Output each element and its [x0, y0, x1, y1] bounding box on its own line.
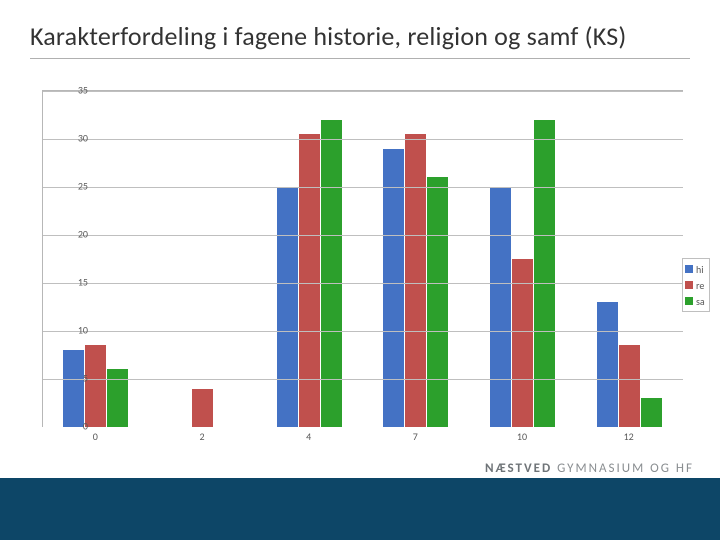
footer-logo-strong: NÆSTVED [485, 461, 552, 476]
bar-sa [427, 177, 448, 427]
y-tick-label: 0 [64, 420, 88, 433]
x-tick-label: 12 [624, 430, 634, 443]
x-tick-label: 7 [413, 430, 418, 443]
footer-logo: NÆSTVED GYMNASIUM OG HF [485, 461, 694, 476]
bar-hi [490, 187, 511, 427]
chart-x-axis: 0 2 4 7 10 12 [42, 426, 682, 450]
grid-line [43, 331, 683, 332]
chart-plot-area [42, 90, 683, 427]
chart-legend: hi re sa [682, 258, 710, 312]
legend-label: hi [696, 263, 704, 276]
grid-line [43, 91, 683, 92]
legend-item-hi: hi [685, 261, 709, 277]
bar-hi [277, 187, 298, 427]
legend-label: sa [696, 295, 705, 308]
bar-sa [534, 120, 555, 427]
grid-line [43, 235, 683, 236]
y-tick-label: 35 [64, 84, 88, 97]
bar-hi [63, 350, 84, 427]
legend-swatch [685, 265, 693, 273]
footer-bar [0, 478, 720, 540]
bar-re [192, 389, 213, 427]
grid-line [43, 283, 683, 284]
grid-line [43, 187, 683, 188]
grid-line [43, 139, 683, 140]
footer-logo-rest: GYMNASIUM OG HF [552, 461, 694, 476]
grid-line [43, 379, 683, 380]
y-tick-label: 25 [64, 180, 88, 193]
bar-re [619, 345, 640, 427]
bar-hi [383, 149, 404, 427]
grade-distribution-chart: 02471012 hiresa 05101520253035 [14, 90, 706, 450]
y-tick-label: 15 [64, 276, 88, 289]
x-tick-label: 0 [93, 430, 98, 443]
y-tick-label: 5 [64, 372, 88, 385]
legend-swatch [685, 281, 693, 289]
x-tick-label: 4 [306, 430, 311, 443]
bar-re [85, 345, 106, 427]
legend-item-sa: sa [685, 293, 709, 309]
y-tick-label: 30 [64, 132, 88, 145]
legend-label: re [696, 279, 704, 292]
y-tick-label: 20 [64, 228, 88, 241]
bar-sa [321, 120, 342, 427]
bar-re [299, 134, 320, 427]
page-title: Karakterfordeling i fagene historie, rel… [30, 20, 690, 59]
legend-swatch [685, 297, 693, 305]
legend-item-re: re [685, 277, 709, 293]
bar-re [512, 259, 533, 427]
slide: Karakterfordeling i fagene historie, rel… [0, 0, 720, 540]
chart-bars [43, 91, 683, 427]
bar-hi [597, 302, 618, 427]
x-tick-label: 2 [199, 430, 204, 443]
y-tick-label: 10 [64, 324, 88, 337]
bar-re [405, 134, 426, 427]
bar-sa [641, 398, 662, 427]
x-tick-label: 10 [517, 430, 527, 443]
